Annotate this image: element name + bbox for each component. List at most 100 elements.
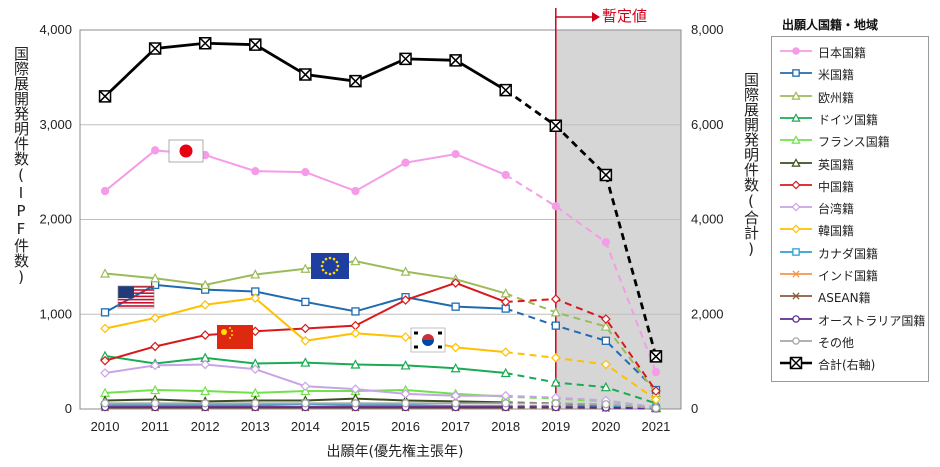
data-point bbox=[402, 400, 409, 407]
legend-item: 合計(右軸) bbox=[778, 353, 928, 375]
legend-item: オーストラリア国籍 bbox=[778, 309, 928, 331]
legend-label: インド国籍 bbox=[818, 267, 878, 284]
legend-item: ASEAN籍 bbox=[778, 286, 928, 308]
data-point bbox=[202, 400, 209, 407]
right-tick-label: 2,000 bbox=[691, 306, 724, 321]
legend-marker bbox=[792, 181, 799, 188]
data-point bbox=[602, 401, 609, 408]
legend-swatch bbox=[778, 110, 814, 126]
legend-label: 英国籍 bbox=[818, 156, 854, 173]
x-tick-label: 2011 bbox=[141, 419, 169, 434]
data-point bbox=[652, 369, 659, 376]
legend-label: 中国籍 bbox=[818, 178, 854, 195]
data-point bbox=[152, 147, 159, 154]
legend-item: カナダ国籍 bbox=[778, 242, 928, 264]
legend-label: 日本国籍 bbox=[818, 44, 866, 61]
legend-label: ドイツ国籍 bbox=[818, 111, 878, 128]
provisional-label: 暫定値 bbox=[602, 5, 647, 26]
legend-item: 韓国籍 bbox=[778, 219, 928, 241]
legend-label: 韓国籍 bbox=[818, 222, 854, 239]
legend-swatch bbox=[778, 266, 814, 282]
data-point bbox=[352, 308, 359, 315]
data-point bbox=[452, 151, 459, 158]
data-point bbox=[352, 400, 359, 407]
x-axis-title: 出願年(優先権主張年) bbox=[280, 441, 510, 461]
legend-marker bbox=[792, 203, 799, 210]
legend-item: 日本国籍 bbox=[778, 41, 928, 63]
legend-item: 米国籍 bbox=[778, 63, 928, 85]
legend-marker bbox=[793, 70, 799, 76]
legend-label: 欧州籍 bbox=[818, 89, 854, 106]
right-tick-label: 6,000 bbox=[691, 117, 724, 132]
data-point bbox=[300, 69, 311, 80]
data-point bbox=[650, 351, 661, 362]
data-point bbox=[302, 169, 309, 176]
legend-label: カナダ国籍 bbox=[818, 245, 878, 262]
data-point bbox=[452, 303, 459, 310]
legend-swatch bbox=[778, 177, 814, 193]
left-tick-label: 4,000 bbox=[39, 22, 72, 37]
legend-label: 米国籍 bbox=[818, 66, 854, 83]
legend-marker bbox=[792, 226, 799, 233]
data-point bbox=[502, 400, 509, 407]
legend-label: 台湾籍 bbox=[818, 200, 854, 217]
left-tick-label: 1,000 bbox=[39, 306, 72, 321]
data-point bbox=[500, 85, 511, 96]
legend-swatch bbox=[778, 88, 814, 104]
legend-item: その他 bbox=[778, 331, 928, 353]
legend-label: 合計(右軸) bbox=[818, 356, 875, 373]
data-point bbox=[102, 309, 109, 316]
data-point bbox=[502, 171, 509, 178]
x-tick-label: 2017 bbox=[441, 419, 470, 434]
data-point bbox=[652, 405, 659, 412]
legend-swatch bbox=[778, 333, 814, 349]
x-tick-label: 2015 bbox=[341, 419, 370, 434]
legend-swatch bbox=[778, 155, 814, 171]
legend-label: その他 bbox=[818, 334, 854, 351]
data-point bbox=[250, 39, 261, 50]
legend-label: オーストラリア国籍 bbox=[818, 312, 925, 329]
legend-item: インド国籍 bbox=[778, 264, 928, 286]
right-tick-label: 0 bbox=[691, 401, 698, 416]
data-point bbox=[400, 53, 411, 64]
legend-swatch bbox=[778, 288, 814, 304]
flag-eu-icon bbox=[311, 253, 349, 279]
left-axis-title: 国際展開発明件数(IPF件数) bbox=[10, 46, 30, 286]
x-tick-label: 2019 bbox=[541, 419, 570, 434]
legend: 日本国籍米国籍欧州籍ドイツ国籍フランス国籍英国籍中国籍台湾籍韓国籍カナダ国籍イン… bbox=[771, 36, 929, 382]
data-point bbox=[252, 400, 259, 407]
data-point bbox=[150, 43, 161, 54]
legend-item: 台湾籍 bbox=[778, 197, 928, 219]
x-tick-label: 2013 bbox=[241, 419, 270, 434]
data-point bbox=[100, 91, 111, 102]
data-point bbox=[102, 188, 109, 195]
legend-swatch bbox=[778, 65, 814, 81]
right-tick-label: 8,000 bbox=[691, 22, 724, 37]
left-tick-label: 3,000 bbox=[39, 117, 72, 132]
legend-item: 欧州籍 bbox=[778, 86, 928, 108]
data-point bbox=[402, 159, 409, 166]
x-tick-label: 2020 bbox=[591, 419, 620, 434]
data-point bbox=[102, 400, 109, 407]
x-tick-label: 2014 bbox=[291, 419, 320, 434]
data-point bbox=[452, 400, 459, 407]
legend-marker bbox=[793, 315, 799, 321]
data-point bbox=[602, 239, 609, 246]
legend-swatch bbox=[778, 244, 814, 260]
legend-label: ASEAN籍 bbox=[818, 289, 871, 306]
flag-china-icon bbox=[217, 325, 253, 349]
legend-item: 中国籍 bbox=[778, 175, 928, 197]
legend-marker bbox=[791, 358, 802, 369]
legend-title: 出願人国籍・地域 bbox=[782, 16, 878, 33]
legend-swatch bbox=[778, 311, 814, 327]
legend-swatch bbox=[778, 355, 814, 371]
data-point bbox=[302, 298, 309, 305]
data-point bbox=[302, 400, 309, 407]
data-point bbox=[602, 337, 609, 344]
data-point bbox=[200, 38, 211, 49]
legend-label: フランス国籍 bbox=[818, 133, 890, 150]
data-point bbox=[152, 400, 159, 407]
legend-swatch bbox=[778, 221, 814, 237]
legend-marker bbox=[793, 249, 799, 255]
provisional-arrow-head bbox=[592, 12, 600, 22]
